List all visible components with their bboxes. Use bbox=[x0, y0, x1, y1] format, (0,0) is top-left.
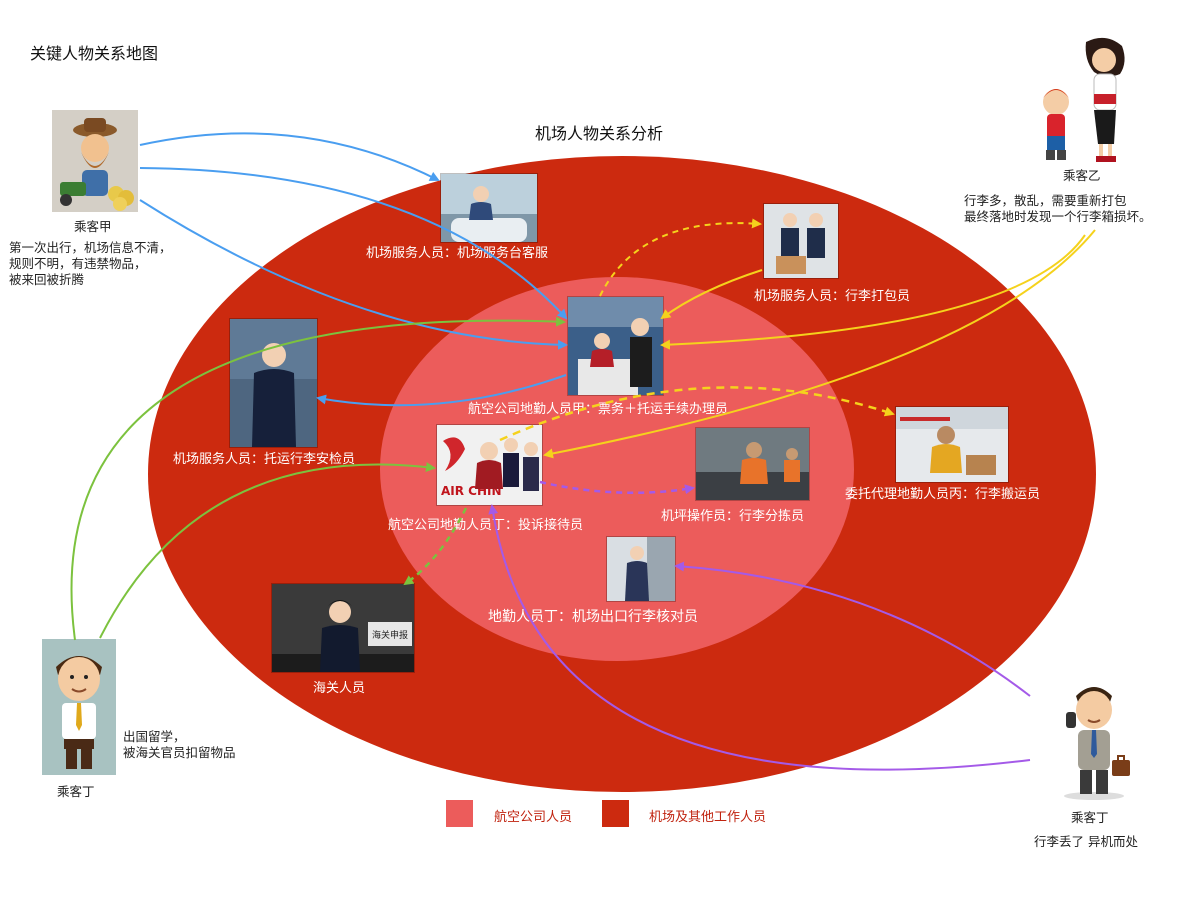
passenger-yi-name: 乘客乙 bbox=[1063, 168, 1101, 183]
legend-label-airline: 航空公司人员 bbox=[494, 810, 573, 825]
passenger-jia-desc-line: 被来回被折腾 bbox=[9, 272, 85, 287]
exit-check-label: 地勤人员丁：机场出口行李核对员 bbox=[488, 609, 698, 625]
page-title: 关键人物关系地图 bbox=[30, 44, 159, 63]
passenger-yi-avatar bbox=[1036, 32, 1134, 168]
security-photo bbox=[229, 318, 318, 448]
packing-photo bbox=[763, 203, 839, 279]
legend-label-airport: 机场及其他工作人员 bbox=[649, 810, 767, 825]
passenger-ding-left-desc: 出国留学， 被海关官员扣留物品 bbox=[123, 729, 236, 761]
passenger-jia-desc: 第一次出行，机场信息不清， 规则不明，有违禁物品， 被来回被折腾 bbox=[9, 240, 172, 288]
service-desk-photo bbox=[440, 173, 538, 243]
complaint-photo: AIR CHIN bbox=[436, 424, 543, 506]
passenger-ding-right-avatar bbox=[1048, 676, 1140, 804]
sorting-label: 机坪操作员：行李分拣员 bbox=[661, 509, 805, 524]
passenger-jia-name: 乘客甲 bbox=[74, 219, 112, 234]
center-title: 机场人物关系分析 bbox=[535, 124, 664, 143]
passenger-ding-left-avatar bbox=[42, 639, 116, 775]
sorting-photo bbox=[695, 427, 810, 501]
passenger-ding-left-desc-line: 被海关官员扣留物品 bbox=[123, 745, 236, 760]
passenger-ding-right-desc: 行李丢了 异机而处 bbox=[1034, 834, 1138, 850]
complaint-label: 航空公司地勤人员丁：投诉接待员 bbox=[388, 518, 584, 533]
service-desk-label: 机场服务人员：机场服务台客服 bbox=[366, 246, 549, 261]
passenger-ding-right-desc-line: 行李丢了 异机而处 bbox=[1034, 834, 1138, 849]
checkin-label: 航空公司地勤人员甲：票务＋托运手续办理员 bbox=[468, 402, 729, 417]
packing-label: 机场服务人员：行李打包员 bbox=[754, 289, 911, 304]
exit-check-photo bbox=[606, 536, 676, 602]
passenger-jia-avatar bbox=[52, 110, 138, 212]
security-label: 机场服务人员：托运行李安检员 bbox=[173, 452, 356, 467]
passenger-yi-desc-line: 行李多，散乱，需要重新打包 bbox=[964, 193, 1127, 208]
legend-swatch-airline bbox=[446, 800, 473, 827]
passenger-ding-left-desc-line: 出国留学， bbox=[123, 729, 186, 744]
passenger-jia-desc-line: 第一次出行，机场信息不清， bbox=[9, 240, 172, 255]
passenger-jia-desc-line: 规则不明，有违禁物品， bbox=[9, 256, 147, 271]
customs-label: 海关人员 bbox=[313, 681, 366, 696]
svg-text:海关申报: 海关申报 bbox=[372, 629, 408, 641]
passenger-ding-right-name: 乘客丁 bbox=[1071, 810, 1109, 825]
passenger-yi-desc: 行李多，散乱，需要重新打包 最终落地时发现一个行李箱损坏。 bbox=[964, 193, 1152, 225]
porter-photo bbox=[895, 406, 1009, 483]
legend-swatch-airport bbox=[602, 800, 629, 827]
checkin-photo bbox=[567, 296, 664, 396]
passenger-yi-desc-line: 最终落地时发现一个行李箱损坏。 bbox=[964, 209, 1152, 224]
porter-label: 委托代理地勤人员丙：行李搬运员 bbox=[845, 487, 1041, 502]
passenger-ding-left-name: 乘客丁 bbox=[57, 784, 95, 799]
customs-photo: 海关申报 bbox=[271, 583, 415, 673]
